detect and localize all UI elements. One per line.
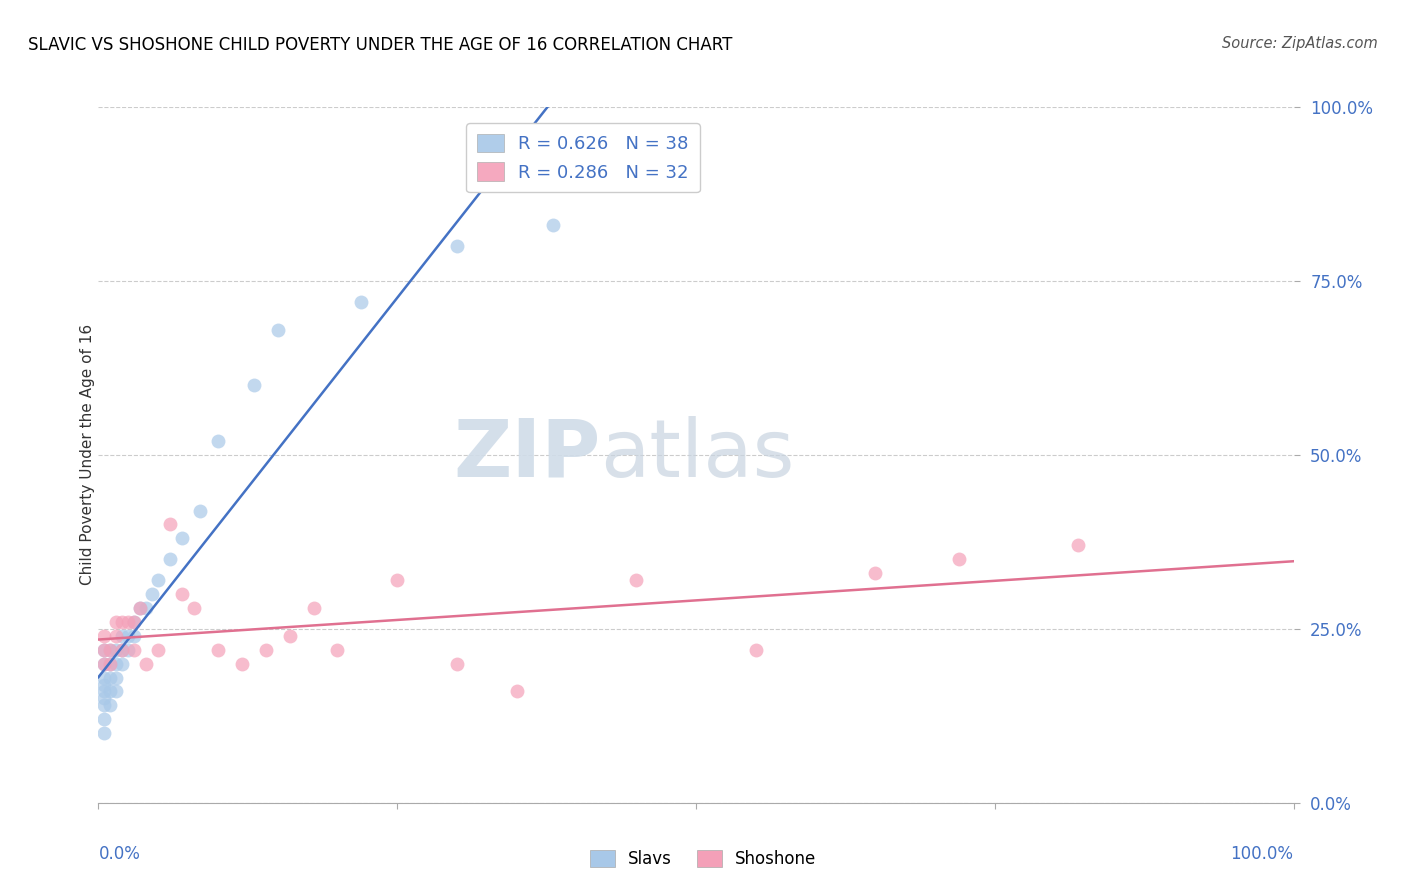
Point	[129, 601, 152, 615]
Point	[105, 657, 128, 671]
Point	[124, 615, 146, 629]
Point	[111, 642, 134, 657]
Point	[111, 615, 134, 629]
Point	[278, 629, 301, 643]
Point	[105, 642, 128, 657]
Point	[117, 642, 139, 657]
Point	[159, 517, 181, 532]
Text: atlas: atlas	[600, 416, 794, 494]
Point	[172, 532, 194, 546]
Legend: R = 0.626   N = 38, R = 0.286   N = 32: R = 0.626 N = 38, R = 0.286 N = 32	[465, 123, 700, 193]
Point	[124, 642, 146, 657]
Point	[506, 684, 529, 698]
Text: 100.0%: 100.0%	[1230, 845, 1294, 863]
Point	[207, 642, 229, 657]
Point	[124, 629, 146, 643]
Point	[1067, 538, 1090, 552]
Point	[141, 587, 163, 601]
Point	[254, 642, 277, 657]
Point	[111, 657, 134, 671]
Point	[105, 684, 128, 698]
Point	[183, 601, 205, 615]
Legend: Slavs, Shoshone: Slavs, Shoshone	[583, 843, 823, 875]
Point	[93, 629, 115, 643]
Point	[111, 642, 134, 657]
Point	[446, 657, 468, 671]
Point	[135, 657, 157, 671]
Point	[350, 294, 373, 309]
Point	[207, 434, 229, 448]
Text: ZIP: ZIP	[453, 416, 600, 494]
Point	[948, 552, 970, 566]
Point	[93, 671, 115, 685]
Point	[98, 671, 122, 685]
Text: 0.0%: 0.0%	[98, 845, 141, 863]
Point	[93, 677, 115, 691]
Point	[124, 615, 146, 629]
Point	[93, 726, 115, 740]
Point	[188, 503, 211, 517]
Point	[745, 642, 768, 657]
Point	[863, 566, 886, 581]
Point	[117, 615, 139, 629]
Point	[267, 323, 290, 337]
Point	[148, 642, 170, 657]
Point	[541, 219, 564, 233]
Point	[242, 378, 264, 392]
Point	[159, 552, 181, 566]
Point	[385, 573, 409, 587]
Point	[326, 642, 349, 657]
Point	[93, 657, 115, 671]
Point	[231, 657, 253, 671]
Point	[111, 629, 134, 643]
Point	[148, 573, 170, 587]
Point	[117, 629, 139, 643]
Text: Source: ZipAtlas.com: Source: ZipAtlas.com	[1222, 36, 1378, 51]
Point	[98, 657, 122, 671]
Text: SLAVIC VS SHOSHONE CHILD POVERTY UNDER THE AGE OF 16 CORRELATION CHART: SLAVIC VS SHOSHONE CHILD POVERTY UNDER T…	[28, 36, 733, 54]
Point	[172, 587, 194, 601]
Point	[105, 615, 128, 629]
Point	[93, 642, 115, 657]
Point	[302, 601, 325, 615]
Y-axis label: Child Poverty Under the Age of 16: Child Poverty Under the Age of 16	[80, 325, 94, 585]
Point	[105, 629, 128, 643]
Point	[624, 573, 647, 587]
Point	[93, 642, 115, 657]
Point	[98, 657, 122, 671]
Point	[93, 657, 115, 671]
Point	[446, 239, 468, 253]
Point	[98, 642, 122, 657]
Point	[129, 601, 152, 615]
Point	[93, 712, 115, 726]
Point	[93, 684, 115, 698]
Point	[105, 671, 128, 685]
Point	[93, 698, 115, 713]
Point	[98, 698, 122, 713]
Point	[98, 642, 122, 657]
Point	[135, 601, 157, 615]
Point	[98, 684, 122, 698]
Point	[93, 691, 115, 706]
